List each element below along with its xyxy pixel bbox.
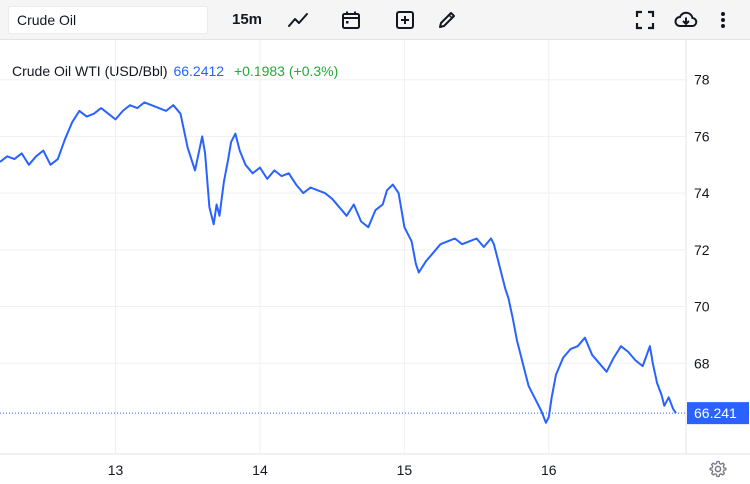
last-price-marker: 66.241	[0, 402, 749, 425]
calendar-icon[interactable]	[339, 8, 363, 32]
y-tick-label: 68	[694, 355, 710, 371]
x-tick-label: 14	[252, 462, 268, 478]
line-chart-icon[interactable]	[286, 8, 310, 32]
pencil-icon[interactable]	[435, 8, 459, 32]
y-tick-label: 70	[694, 299, 710, 315]
x-tick-label: 15	[397, 462, 413, 478]
add-box-icon[interactable]	[393, 8, 417, 32]
price-line	[0, 101, 677, 424]
y-tick-label: 74	[694, 185, 710, 201]
legend-symbol-name: Crude Oil WTI (USD/Bbl)	[12, 63, 168, 79]
symbol-search-input[interactable]	[8, 6, 208, 34]
price-series	[0, 101, 677, 424]
time-axis: 13 14 15 16	[108, 462, 557, 478]
y-tick-label: 72	[694, 242, 710, 258]
x-tick-label: 13	[108, 462, 124, 478]
more-vert-icon[interactable]	[711, 8, 735, 32]
legend-price: 66.2412	[173, 63, 225, 79]
x-tick-label: 16	[541, 462, 557, 478]
toolbar: 15m	[0, 0, 750, 40]
price-axis: 68 70 72 74 76 78	[694, 72, 710, 372]
fullscreen-icon[interactable]	[633, 8, 657, 32]
chart-grid	[0, 40, 750, 455]
cloud-download-icon[interactable]	[674, 8, 698, 32]
last-price-label: 66.241	[694, 405, 737, 421]
interval-selector[interactable]: 15m	[232, 11, 263, 28]
y-tick-label: 78	[694, 72, 710, 88]
chart-legend: Crude Oil WTI (USD/Bbl) 66.2412 +0.1983 …	[12, 63, 338, 79]
gear-icon[interactable]	[709, 460, 727, 478]
last-price-badge	[687, 402, 749, 425]
legend-change: +0.1983 (+0.3%)	[233, 63, 339, 79]
y-tick-label: 76	[694, 128, 710, 144]
